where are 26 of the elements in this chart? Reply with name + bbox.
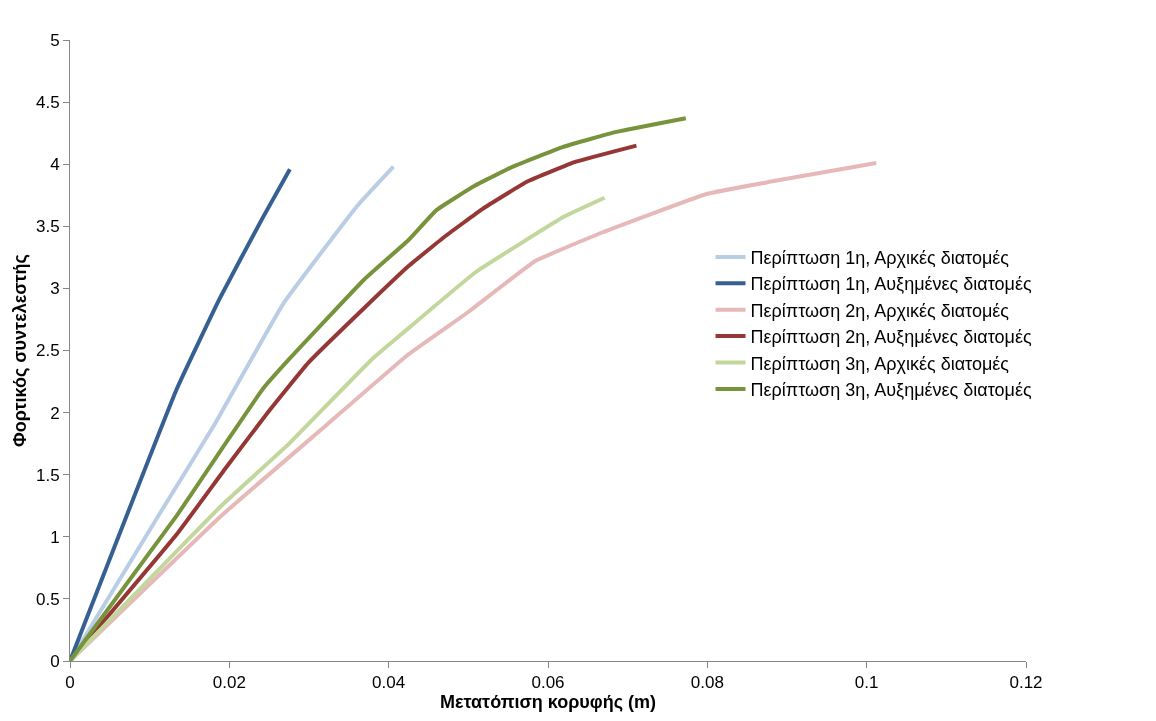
legend-label: Περίπτωση 1η, Αρχικές διατομές — [750, 247, 1010, 268]
legend-label: Περίπτωση 1η, Αυξημένες διατομές — [750, 274, 1032, 295]
y-tick-label: 1.5 — [35, 465, 60, 485]
y-tick-label: 0.5 — [35, 589, 60, 609]
y-tick-label: 1 — [50, 527, 60, 547]
x-tick-label: 0 — [65, 673, 75, 693]
x-tick-label: 0.04 — [372, 673, 406, 693]
legend-label: Περίπτωση 2η, Αρχικές διατομές — [750, 300, 1010, 321]
y-tick-label: 4 — [50, 155, 60, 175]
y-tick-label: 5 — [50, 30, 60, 50]
legend-label: Περίπτωση 3η, Αρχικές διατομές — [750, 353, 1010, 374]
x-axis-title: Μετατόπιση κορυφής (m) — [439, 692, 657, 713]
y-axis-title: Φορτικός συντελεστής — [10, 254, 31, 447]
x-tick-label: 0.06 — [531, 673, 565, 693]
legend-label: Περίπτωση 3η, Αυξημένες διατομές — [750, 379, 1032, 400]
x-tick-label: 0.1 — [854, 673, 879, 693]
x-tick-label: 0.08 — [690, 673, 724, 693]
legend-label: Περίπτωση 2η, Αυξημένες διατομές — [750, 327, 1032, 348]
y-tick-label: 3.5 — [35, 217, 60, 237]
x-tick-label: 0.12 — [1009, 673, 1043, 693]
y-tick-label: 4.5 — [35, 93, 60, 113]
y-tick-label: 3 — [50, 279, 60, 299]
x-tick-label: 0.02 — [212, 673, 246, 693]
y-tick-label: 2 — [50, 403, 60, 423]
y-tick-label: 2.5 — [35, 341, 60, 361]
y-tick-label: 0 — [50, 651, 60, 671]
